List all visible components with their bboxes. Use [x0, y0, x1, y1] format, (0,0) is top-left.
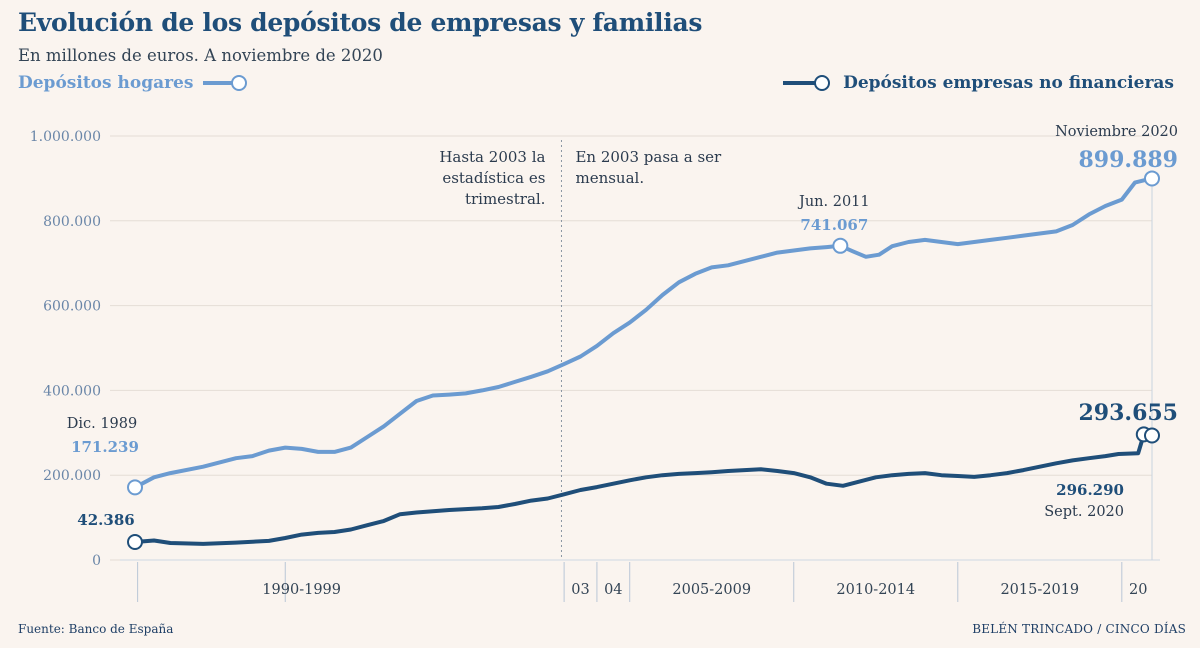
note-before-2003-line: Hasta 2003 la: [439, 148, 545, 166]
y-tick-label: 1.000.000: [30, 129, 101, 145]
credit-note: BELÉN TRINCADO / CINCO DÍAS: [972, 622, 1186, 636]
note-after-2003-line: mensual.: [575, 169, 644, 187]
x-tick-label: 04: [604, 582, 622, 598]
chart-subtitle: En millones de euros. A noviembre de 202…: [18, 46, 383, 65]
source-note: Fuente: Banco de España: [18, 622, 174, 636]
annotation-hh-end-value: 899.889: [1078, 147, 1178, 173]
legend-households-label: Depósitos hogares: [18, 73, 194, 93]
marker-companies-start: [127, 534, 143, 551]
annotation-co-start-value: 42.386: [77, 511, 134, 529]
x-tick-label: 2010-2014: [836, 582, 915, 598]
legend-companies: Depósitos empresas no financieras: [783, 73, 1174, 93]
series-line-companies: [133, 432, 1154, 546]
y-tick-label: 400.000: [43, 383, 101, 399]
series-line-households: [133, 176, 1154, 490]
x-tick-label: 2005-2009: [672, 582, 751, 598]
marker-households-end: [1144, 170, 1160, 187]
legend-households: Depósitos hogares: [18, 73, 249, 93]
x-tick-label: 2015-2019: [1000, 582, 1079, 598]
note-before-2003-line: trimestral.: [465, 190, 546, 208]
x-tick-label: 1990-1999: [262, 582, 341, 598]
legend-companies-line-icon: [783, 75, 831, 91]
legend-companies-label: Depósitos empresas no financieras: [843, 73, 1174, 93]
y-tick-label: 600.000: [43, 299, 101, 315]
chart-title: Evolución de los depósitos de empresas y…: [18, 8, 703, 37]
annotation-co-sept-value: 296.290: [1056, 481, 1124, 499]
annotation-hh-start-date: Dic. 1989: [67, 416, 138, 432]
annotation-co-sept-date: Sept. 2020: [1044, 504, 1124, 520]
y-tick-label: 800.000: [43, 214, 101, 230]
annotation-hh-end-date: Noviembre 2020: [1055, 124, 1178, 140]
y-tick-label: 200.000: [43, 468, 101, 484]
x-tick-label: 20: [1129, 582, 1147, 598]
annotation-co-end-value: 293.655: [1078, 400, 1178, 426]
annotation-hh-peak-value: 741.067: [800, 216, 868, 234]
annotation-hh-start-value: 171.239: [71, 438, 139, 456]
note-before-2003-line: estadística es: [442, 169, 545, 187]
note-after-2003-line: En 2003 pasa a ser: [575, 148, 722, 166]
y-tick-label: 0: [92, 553, 101, 569]
legend-households-line-icon: [203, 75, 248, 91]
marker-households-start: [127, 479, 143, 496]
annotation-hh-peak-date: Jun. 2011: [797, 194, 870, 210]
marker-companies-end: [1144, 427, 1160, 444]
x-tick-label: 03: [571, 582, 589, 598]
marker-households-peak: [832, 237, 849, 254]
